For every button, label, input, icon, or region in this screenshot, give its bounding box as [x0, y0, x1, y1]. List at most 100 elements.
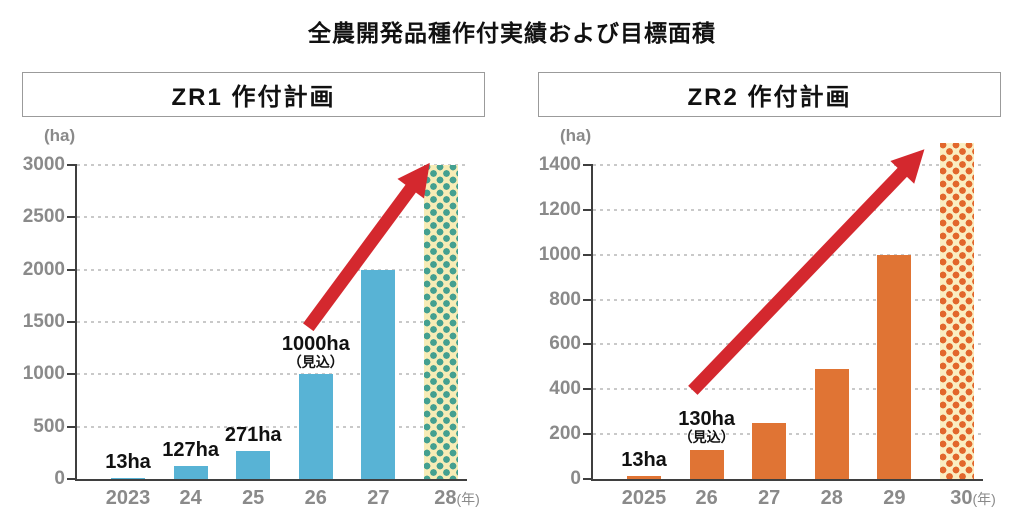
x-axis-year-suffix: (年) [456, 491, 480, 507]
y-tick-mark-600 [583, 343, 593, 346]
gridline-1200 [593, 208, 983, 211]
x-axis-label-28: 28(年) [434, 487, 480, 510]
bar-27 [361, 269, 396, 479]
value-label-13ha: 13ha [105, 450, 151, 473]
y-tick-label-600: 600 [549, 333, 581, 355]
value-label-text: 1000ha [281, 332, 350, 355]
chart-title-zr1: ZR1 作付計画 [22, 72, 485, 117]
x-axis-label-29: 29 [883, 487, 905, 510]
bar-26 [689, 449, 724, 479]
value-label-text: 271ha [224, 423, 282, 446]
x-axis-label-26: 26 [305, 487, 327, 510]
value-label-text: 13ha [105, 450, 151, 473]
plot-area-zr1: 0 500 1000 1500 2000 2500 3000 13ha 127ha 271ha 10… [23, 154, 480, 509]
y-tick-label-1200: 1200 [538, 198, 581, 220]
x-axis-year: 24 [179, 487, 202, 509]
y-tick-mark-1400 [583, 164, 593, 166]
y-tick-mark-800 [583, 298, 593, 301]
gridline-500 [77, 425, 467, 428]
x-axis-label-24: 24 [179, 487, 201, 510]
x-axis-label-2025: 2025 [622, 487, 667, 510]
gridline-2000 [77, 268, 467, 271]
y-tick-mark-1500 [67, 321, 77, 323]
y-axis-unit-label-zr1: (ha) [44, 126, 76, 145]
gridline-1400 [593, 164, 983, 166]
bar-29 [877, 254, 912, 479]
y-tick-mark-0 [67, 478, 77, 480]
bar-27 [752, 422, 787, 479]
y-tick-mark-3000 [67, 164, 77, 166]
value-label-13ha: 13ha [621, 450, 667, 471]
x-axis-year: 27 [758, 487, 781, 509]
gridline-400 [593, 388, 983, 391]
gridline-800 [593, 298, 983, 301]
x-axis-label-2023: 2023 [106, 487, 151, 510]
x-axis-label-26: 26 [695, 487, 717, 510]
x-axis-label-25: 25 [242, 487, 264, 510]
x-axis-year: 27 [367, 487, 390, 509]
value-label-text: 13ha [621, 449, 667, 472]
gridline-600 [593, 343, 983, 346]
bar-24 [173, 465, 208, 479]
y-axis-unit-label-zr2: (ha) [560, 126, 592, 145]
x-axis-year: 28 [820, 487, 843, 509]
y-tick-label-1400: 1400 [538, 154, 581, 175]
value-label-271ha: 271ha [224, 423, 282, 446]
target-bar-dotted-zr1 [424, 165, 458, 479]
x-axis-year-suffix: (年) [972, 491, 996, 507]
arrow-head [890, 149, 925, 184]
bar-26 [298, 374, 333, 479]
value-label-text: 127ha [162, 438, 219, 461]
y-tick-mark-0 [583, 478, 593, 480]
value-label-127ha: 127ha [162, 438, 219, 461]
x-axis-year: 29 [883, 487, 906, 509]
page-title: 全農開発品種作付実績および目標面積 [308, 20, 716, 46]
x-axis-year: 30 [950, 487, 973, 509]
arrow-shaft [688, 163, 912, 395]
y-tick-label-1500: 1500 [22, 311, 65, 332]
y-tick-mark-1000 [67, 373, 77, 376]
x-axis-label-27: 27 [758, 487, 780, 510]
y-tick-label-1000: 1000 [538, 243, 581, 265]
bar-2025 [627, 476, 661, 479]
gridline-200 [593, 433, 983, 436]
chart-panel-zr2: ZR2 作付計画 (ha) 0 200 400 600 800 1000 1200 1400 1… [538, 72, 1001, 522]
y-tick-mark-2500 [67, 216, 77, 219]
y-tick-mark-200 [583, 433, 593, 436]
y-tick-mark-2000 [67, 268, 77, 271]
y-tick-label-400: 400 [549, 378, 581, 400]
x-axis-label-30: 30(年) [950, 487, 996, 510]
y-tick-label-0: 0 [570, 468, 581, 489]
y-tick-label-3000: 3000 [22, 154, 65, 175]
target-bar-dotted-zr2 [940, 142, 974, 479]
y-tick-label-1000: 1000 [22, 363, 65, 385]
y-tick-mark-1000 [583, 253, 593, 256]
value-label-subtext: （見込） [287, 353, 344, 370]
y-tick-mark-1200 [583, 208, 593, 211]
y-tick-label-500: 500 [33, 415, 65, 437]
x-axis-year: 2023 [105, 487, 151, 509]
y-tick-label-2000: 2000 [22, 258, 65, 280]
chart-panel-zr1: ZR1 作付計画 (ha) 0 500 1000 1500 2000 2500 3000 13… [22, 72, 485, 522]
y-tick-label-800: 800 [549, 288, 581, 310]
bar-25 [236, 450, 271, 479]
plot-area-zr2: 0 200 400 600 800 1000 1200 1400 13ha 130ha （見込） 20… [539, 142, 996, 509]
x-axis-label-28: 28 [821, 487, 843, 510]
y-tick-label-2500: 2500 [22, 206, 65, 228]
gridline-1500 [77, 321, 467, 323]
value-label-subtext: （見込） [678, 429, 735, 446]
x-axis-year: 25 [242, 487, 265, 509]
gridline-1000 [593, 253, 983, 256]
gridline-2500 [77, 216, 467, 219]
bar-2023 [111, 477, 145, 479]
x-axis-year: 26 [695, 487, 718, 509]
y-tick-mark-400 [583, 388, 593, 391]
value-label-130ha: 130ha （見込） [678, 409, 735, 445]
y-tick-label-0: 0 [54, 468, 65, 489]
chart-title-zr2: ZR2 作付計画 [538, 72, 1001, 117]
gridline-3000 [77, 164, 467, 166]
y-tick-label-200: 200 [549, 423, 581, 445]
y-tick-mark-500 [67, 425, 77, 428]
x-axis-year: 2025 [621, 487, 667, 509]
